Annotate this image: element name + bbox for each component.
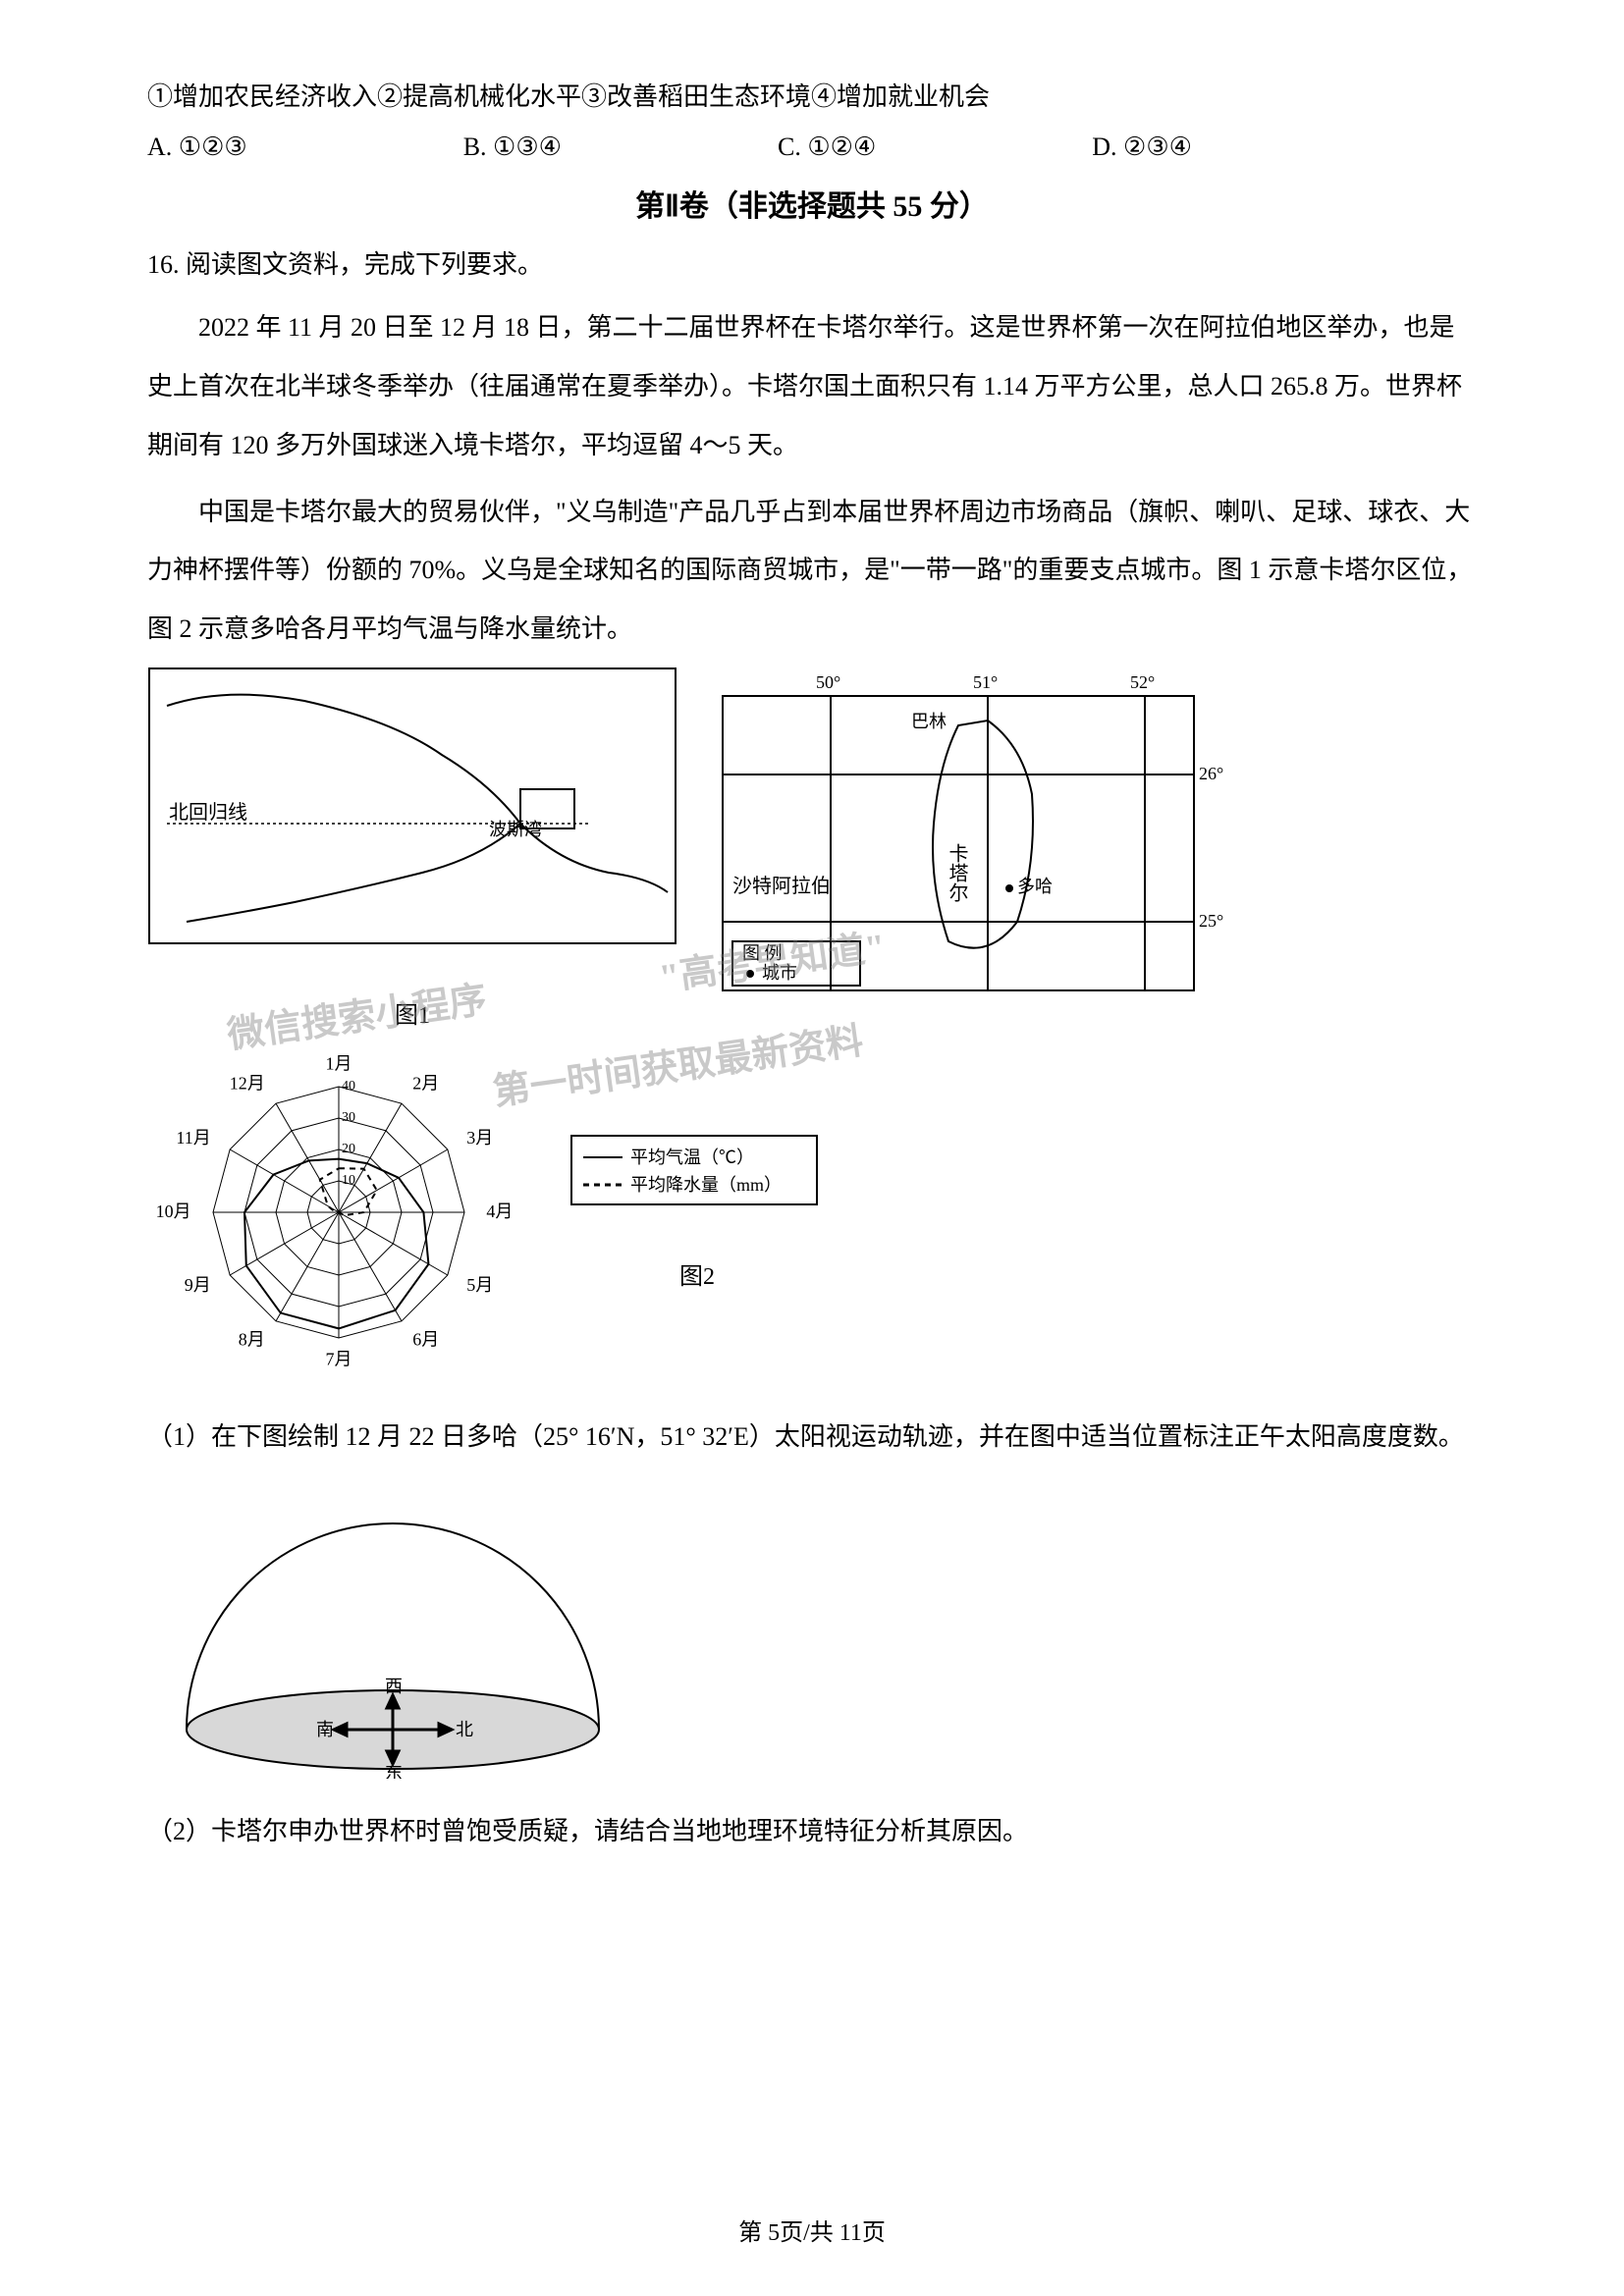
lat-26: 26° xyxy=(1199,764,1223,783)
dir-w: 西 xyxy=(385,1677,403,1696)
dir-n: 北 xyxy=(456,1720,473,1739)
svg-text:1月: 1月 xyxy=(326,1054,352,1074)
svg-text:6月: 6月 xyxy=(412,1329,439,1349)
svg-text:11月: 11月 xyxy=(176,1128,210,1148)
legend-temp: 平均气温（℃） xyxy=(630,1148,754,1167)
svg-text:10月: 10月 xyxy=(156,1201,191,1221)
figure-2: 50° 51° 52° 26° 25° 巴林 卡塔尔 多哈 沙特阿拉伯 图 例 … xyxy=(683,667,1233,1025)
legend-title: 图 例 xyxy=(742,943,783,963)
figure-row-1: 北回归线 波斯湾 图1 50° 51° 52° 26° xyxy=(147,667,1477,1030)
svg-text:30: 30 xyxy=(342,1110,355,1125)
opt-a: A. ①②③ xyxy=(147,133,247,162)
q16-sub2: （2）卡塔尔申办世界杯时曾饱受质疑，请结合当地地理环境特征分析其原因。 xyxy=(147,1803,1477,1859)
lon-51: 51° xyxy=(973,672,998,692)
svg-text:9月: 9月 xyxy=(185,1275,211,1295)
balin-label: 巴林 xyxy=(911,712,947,731)
svg-text:40: 40 xyxy=(342,1079,355,1094)
radar-legend: 平均气温（℃） 平均降水量（mm） 图2 xyxy=(569,1134,825,1291)
fig1-label: 图1 xyxy=(147,995,677,1030)
figure-1: 北回归线 波斯湾 图1 xyxy=(147,667,677,1030)
map1-svg: 北回归线 波斯湾 xyxy=(147,667,677,990)
map1-tropic-label: 北回归线 xyxy=(169,801,247,824)
dir-e: 东 xyxy=(385,1763,403,1779)
q16-p1: 2022 年 11 月 20 日至 12 月 18 日，第二十二届世界杯在卡塔尔… xyxy=(147,298,1477,474)
footer-middle: 页/共 xyxy=(780,2220,839,2246)
dir-s: 南 xyxy=(316,1720,334,1739)
doha-label: 多哈 xyxy=(1017,877,1053,896)
q16-head: 16. 阅读图文资料，完成下列要求。 xyxy=(147,244,1477,281)
footer-total: 11 xyxy=(839,2220,862,2246)
svg-text:10: 10 xyxy=(342,1173,355,1188)
opt-c: C. ①②④ xyxy=(778,133,876,162)
svg-text:12月: 12月 xyxy=(230,1074,265,1094)
footer-prefix: 第 xyxy=(738,2220,768,2246)
radar-chart: 1月 2月 3月 4月 5月 6月 7月 8月 9月 10月 11月 12月 10 20 30 40 xyxy=(147,1036,540,1389)
svg-text:8月: 8月 xyxy=(239,1329,265,1349)
fig2-label: 图2 xyxy=(569,1256,825,1291)
map1-bosi-label: 波斯湾 xyxy=(489,820,542,839)
opt-b: B. ①③④ xyxy=(463,133,562,162)
q16-p2: 中国是卡塔尔最大的贸易伙伴，"义乌制造"产品几乎占到本届世界杯周边市场商品（旗帜… xyxy=(147,483,1477,659)
page-footer: 第 5页/共 11页 xyxy=(0,2213,1624,2247)
lat-25: 25° xyxy=(1199,911,1223,931)
section-2-title: 第Ⅱ卷（非选择题共 55 分） xyxy=(147,182,1477,225)
footer-page: 5 xyxy=(768,2220,780,2246)
lon-52: 52° xyxy=(1130,672,1155,692)
legend-prec: 平均降水量（mm） xyxy=(630,1175,782,1195)
legend-city: 城市 xyxy=(762,963,797,983)
svg-text:3月: 3月 xyxy=(466,1128,493,1148)
lon-50: 50° xyxy=(816,672,840,692)
figure-row-2: 微信搜索小程序 第一时间获取最新资料 1月2月3月4月5月6月7月8月9月10月… xyxy=(147,1036,1477,1389)
q15-stem: ①增加农民经济收入②提高机械化水平③改善稻田生态环境④增加就业机会 xyxy=(147,69,1477,125)
map2-svg: 50° 51° 52° 26° 25° 巴林 卡塔尔 多哈 沙特阿拉伯 图 例 … xyxy=(683,667,1233,1020)
q15-options: A. ①②③ B. ①③④ C. ①②④ D. ②③④ xyxy=(147,133,1477,162)
saudi-label: 沙特阿拉伯 xyxy=(732,875,831,897)
svg-text:20: 20 xyxy=(342,1142,355,1156)
opt-d: D. ②③④ xyxy=(1092,133,1192,162)
q16-sub1: （1）在下图绘制 12 月 22 日多哈（25° 16′N，51° 32′E）太… xyxy=(147,1409,1477,1465)
svg-text:5月: 5月 xyxy=(466,1275,493,1295)
svg-text:2月: 2月 xyxy=(412,1074,439,1094)
qatar-label: 卡塔尔 xyxy=(946,843,968,902)
svg-text:7月: 7月 xyxy=(326,1349,352,1368)
footer-suffix: 页 xyxy=(862,2220,886,2246)
dome-figure: 西 东 南 北 xyxy=(147,1474,1477,1784)
svg-text:4月: 4月 xyxy=(486,1201,513,1221)
page-body: ①增加农民经济收入②提高机械化水平③改善稻田生态环境④增加就业机会 A. ①②③… xyxy=(147,69,1477,1859)
